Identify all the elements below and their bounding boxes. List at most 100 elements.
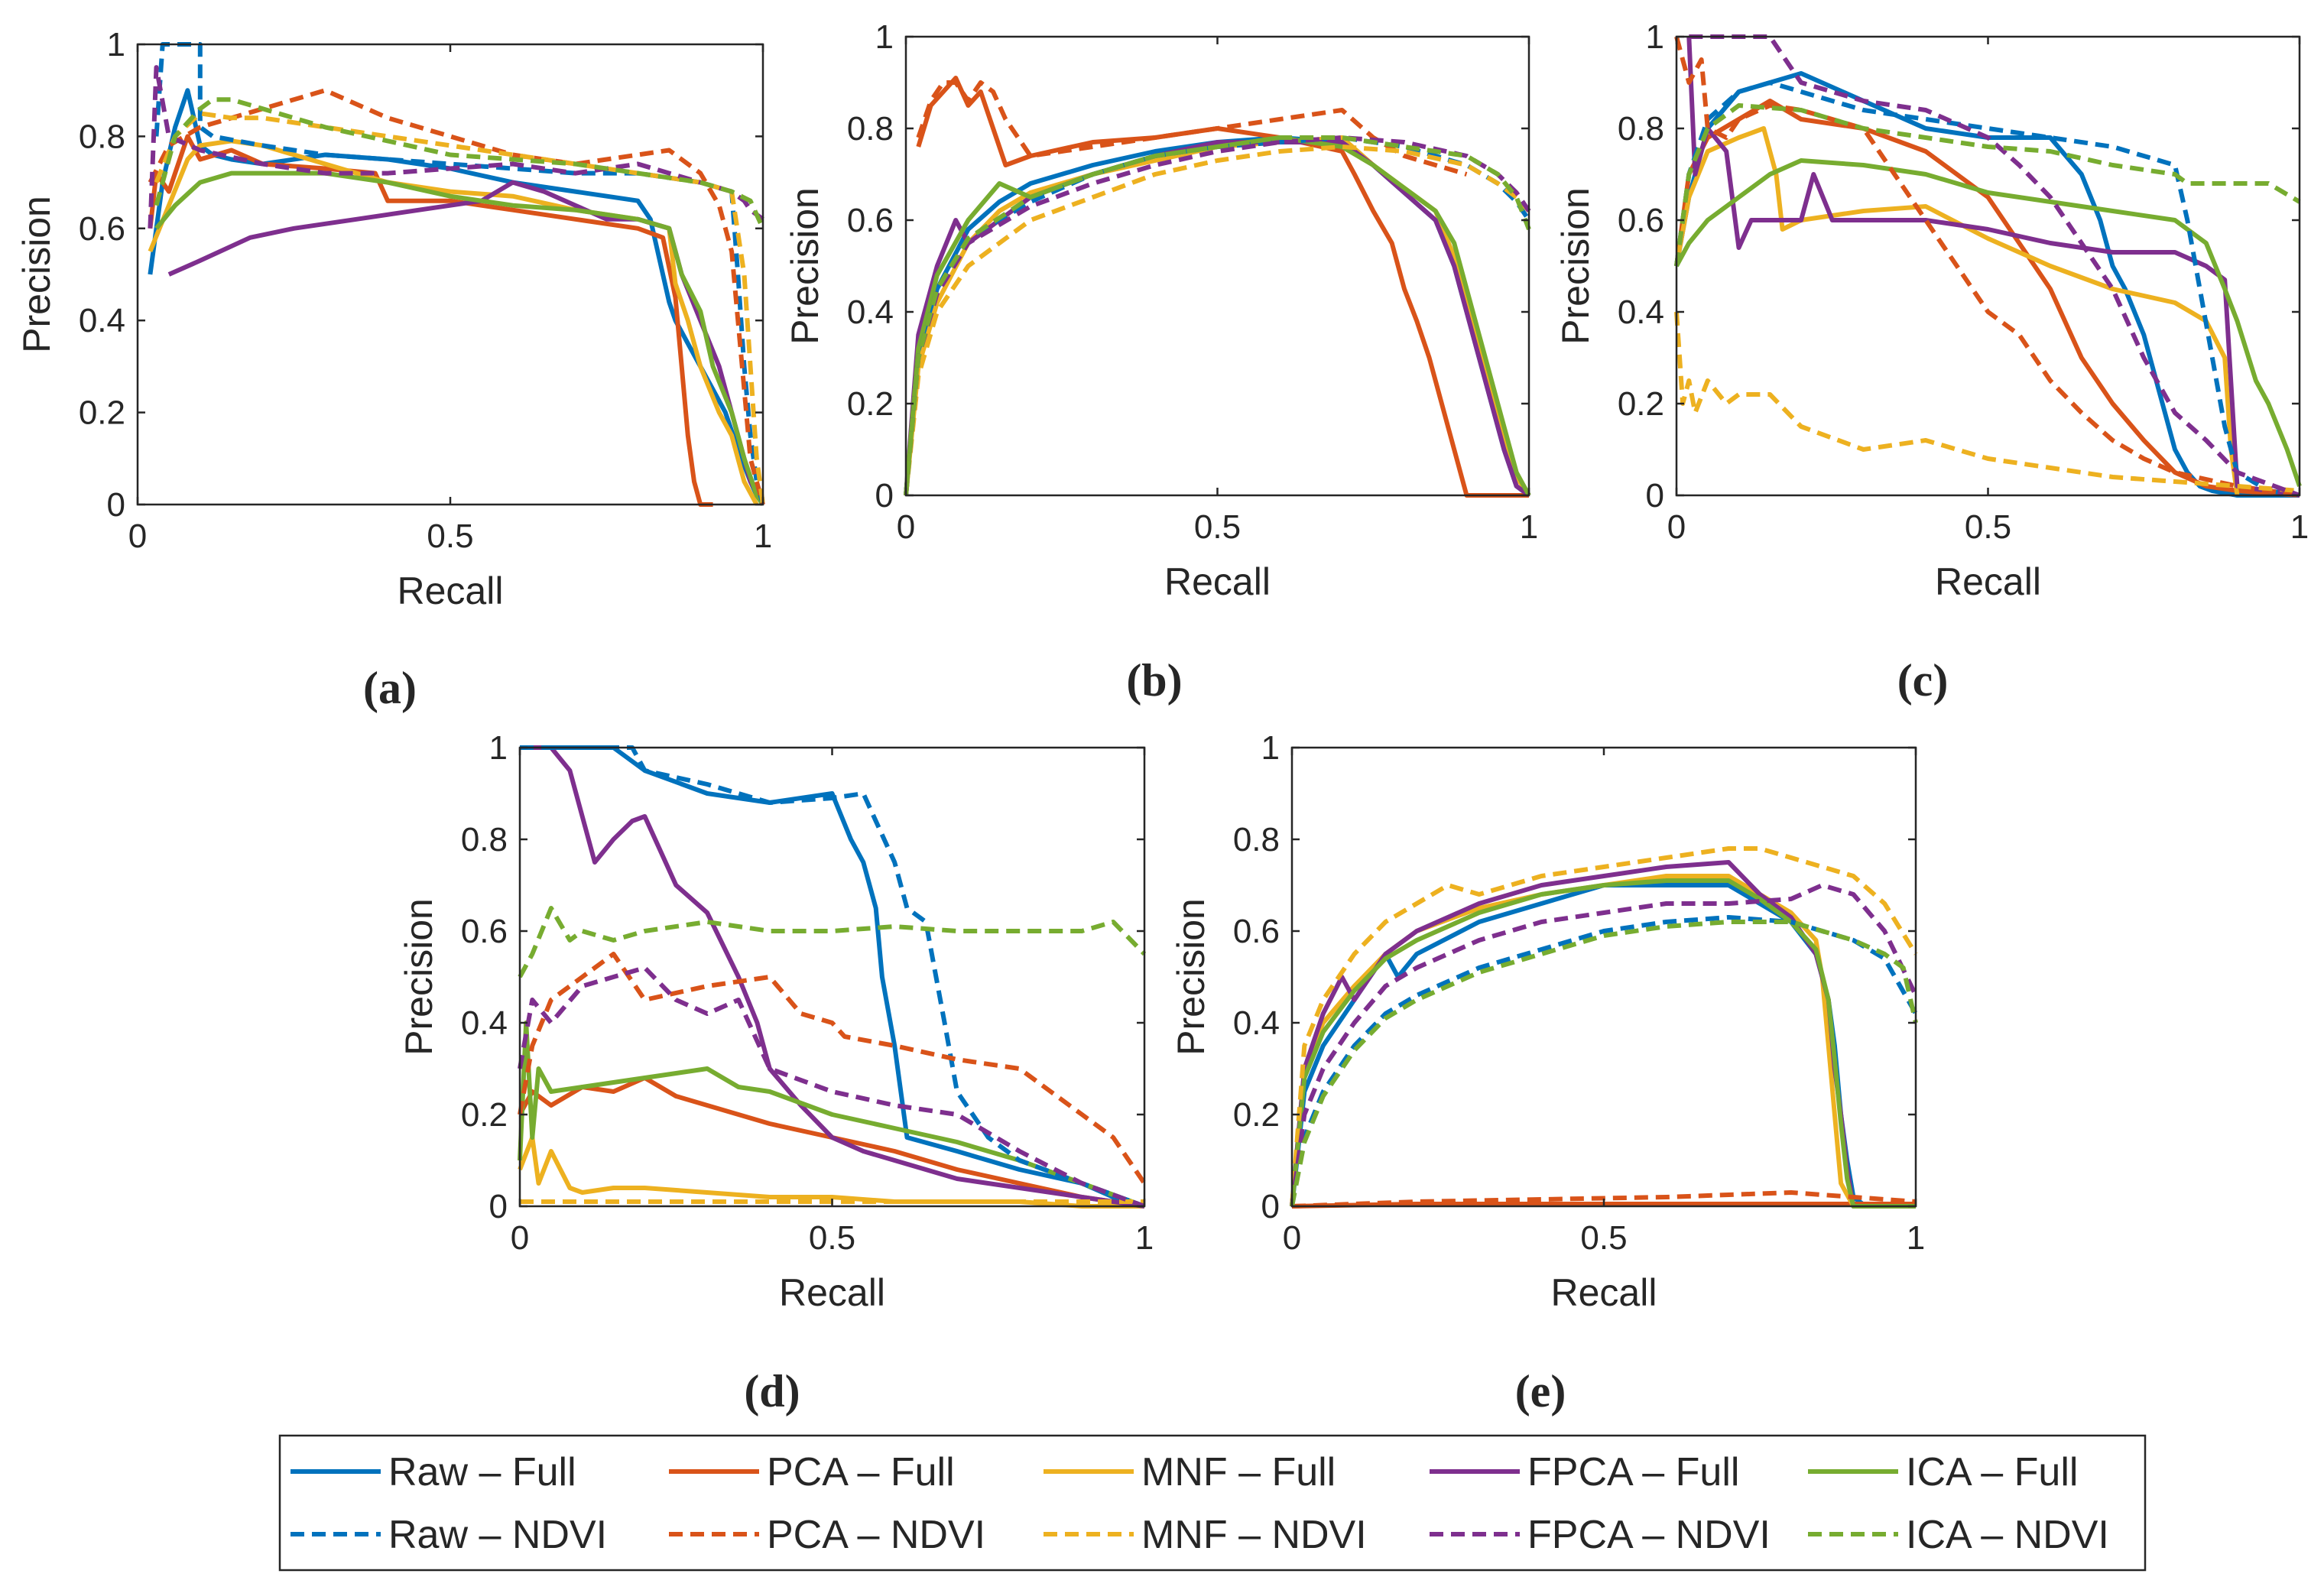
series-line-fpca-ndvi bbox=[1689, 34, 2301, 498]
y-axis-label: Precision bbox=[1554, 187, 1597, 345]
series-line-fpca-full bbox=[167, 180, 765, 506]
series-line-pca-ndvi bbox=[1674, 36, 2300, 498]
y-tick-label: 0.8 bbox=[847, 110, 894, 148]
panel-label-e: (e) bbox=[1515, 1366, 1566, 1416]
y-tick-label: 0.6 bbox=[847, 202, 894, 239]
series-group bbox=[1674, 34, 2302, 498]
legend-label: MNF – Full bbox=[1141, 1450, 1336, 1494]
x-tick-label: 1 bbox=[2290, 508, 2309, 546]
x-tick-label: 0.5 bbox=[1580, 1219, 1627, 1257]
series-line-fpca-ndvi bbox=[904, 135, 1531, 496]
series-line-ica-full bbox=[904, 135, 1531, 497]
legend-label: ICA – NDVI bbox=[1906, 1513, 2109, 1557]
series-line-ica-ndvi bbox=[1290, 920, 1918, 1207]
x-tick-label: 0 bbox=[128, 518, 147, 555]
plot-area bbox=[1676, 37, 2300, 495]
y-tick-label: 0.4 bbox=[79, 302, 125, 339]
series-line-raw-ndvi bbox=[1674, 80, 2300, 498]
y-tick-label: 0.6 bbox=[1233, 913, 1280, 950]
series-line-ica-ndvi bbox=[154, 97, 765, 230]
x-axis-label: Recall bbox=[1164, 560, 1271, 603]
chart-panel-a: 0 0.5 1 0 0.2 0.4 0.6 0.8 1 Recall Precision (a) bbox=[15, 26, 772, 713]
plot-area bbox=[520, 748, 1144, 1206]
series-line-mnf-full bbox=[1674, 126, 2240, 496]
y-tick-label: 0 bbox=[875, 477, 894, 514]
panel-label-a: (a) bbox=[363, 663, 417, 713]
series-line-ica-full bbox=[518, 1021, 1146, 1209]
y-tick-label: 0 bbox=[107, 486, 125, 524]
series-group bbox=[518, 745, 1147, 1209]
y-tick-label: 0.4 bbox=[461, 1004, 508, 1042]
x-tick-label: 0.5 bbox=[427, 518, 473, 555]
x-tick-label: 1 bbox=[1907, 1219, 1925, 1257]
x-tick-label: 0 bbox=[1667, 508, 1686, 546]
series-line-pca-ndvi bbox=[518, 952, 1147, 1185]
y-tick-label: 1 bbox=[1261, 729, 1280, 767]
plot-area bbox=[906, 37, 1529, 495]
series-line-mnf-ndvi bbox=[1290, 846, 1918, 1207]
series-line-raw-ndvi bbox=[520, 745, 1146, 1209]
y-tick-label: 0.4 bbox=[847, 294, 894, 331]
y-tick-label: 0.6 bbox=[79, 210, 125, 248]
y-tick-label: 1 bbox=[107, 26, 125, 63]
y-tick-label: 0 bbox=[1261, 1188, 1280, 1225]
series-line-ica-ndvi bbox=[1674, 103, 2301, 267]
series-line-pca-full bbox=[518, 1076, 1145, 1209]
series-line-fpca-full bbox=[520, 745, 1145, 1209]
legend-label: PCA – NDVI bbox=[767, 1513, 985, 1557]
x-axis-label: Recall bbox=[1551, 1271, 1657, 1314]
y-tick-label: 1 bbox=[1646, 18, 1664, 56]
x-tick-label: 0.5 bbox=[1965, 508, 2011, 546]
series-group bbox=[1290, 846, 1918, 1209]
series-group bbox=[148, 42, 765, 507]
y-tick-label: 0.6 bbox=[1618, 202, 1664, 239]
panel-label-d: (d) bbox=[744, 1366, 800, 1416]
chart-panel-b: 0 0.5 1 0 0.2 0.4 0.6 0.8 1 Recall Precision (b) bbox=[784, 18, 1538, 706]
y-axis-label: Precision bbox=[398, 898, 440, 1056]
x-tick-label: 0 bbox=[511, 1219, 529, 1257]
y-tick-label: 0 bbox=[489, 1188, 508, 1225]
x-axis-label: Recall bbox=[779, 1271, 885, 1314]
series-line-ica-ndvi bbox=[904, 135, 1531, 496]
y-tick-label: 1 bbox=[489, 729, 508, 767]
plot-area bbox=[138, 44, 763, 505]
series-line-fpca-ndvi bbox=[1290, 883, 1918, 1207]
x-tick-label: 1 bbox=[1520, 508, 1538, 546]
y-tick-label: 0.4 bbox=[1233, 1004, 1280, 1042]
series-line-fpca-ndvi bbox=[148, 65, 764, 229]
y-axis-label: Precision bbox=[784, 187, 826, 345]
series-line-raw-ndvi bbox=[1290, 915, 1918, 1207]
legend-label: PCA – Full bbox=[767, 1450, 955, 1494]
y-axis-label: Precision bbox=[15, 196, 58, 353]
series-line-mnf-ndvi bbox=[904, 144, 1531, 496]
y-tick-label: 0.2 bbox=[461, 1096, 508, 1134]
series-line-mnf-ndvi bbox=[1674, 311, 2300, 493]
x-tick-label: 1 bbox=[1135, 1219, 1154, 1257]
series-line-ica-ndvi bbox=[518, 906, 1147, 978]
chart-panel-c: 0 0.5 1 0 0.2 0.4 0.6 0.8 1 Recall Precision (c) bbox=[1554, 18, 2309, 706]
y-axis-label: Precision bbox=[1170, 898, 1212, 1056]
y-tick-label: 0.4 bbox=[1618, 294, 1664, 331]
legend-label: Raw – Full bbox=[388, 1450, 576, 1494]
series-line-fpca-full bbox=[1686, 36, 2300, 498]
y-tick-label: 0.8 bbox=[79, 118, 125, 155]
chart-panel-d: 0 0.5 1 0 0.2 0.4 0.6 0.8 1 Recall Precision (d) bbox=[398, 729, 1154, 1416]
x-tick-label: 0.5 bbox=[809, 1219, 855, 1257]
y-tick-label: 0 bbox=[1646, 477, 1664, 514]
legend-label: FPCA – Full bbox=[1527, 1450, 1739, 1494]
series-line-raw-full bbox=[520, 745, 1145, 1209]
y-tick-label: 1 bbox=[875, 18, 894, 56]
x-tick-label: 0 bbox=[897, 508, 915, 546]
legend-box bbox=[278, 1434, 2147, 1572]
panel-label-b: (b) bbox=[1126, 655, 1182, 706]
series-group bbox=[904, 76, 1531, 498]
series-line-mnf-full bbox=[518, 1135, 1144, 1209]
x-axis-label: Recall bbox=[398, 569, 504, 612]
series-line-mnf-ndvi bbox=[154, 111, 765, 505]
y-tick-label: 0.2 bbox=[79, 394, 125, 432]
series-line-pca-ndvi bbox=[1291, 1190, 1917, 1209]
x-tick-label: 1 bbox=[754, 518, 772, 555]
y-tick-label: 0.6 bbox=[461, 913, 508, 950]
y-tick-label: 0.8 bbox=[461, 821, 508, 858]
